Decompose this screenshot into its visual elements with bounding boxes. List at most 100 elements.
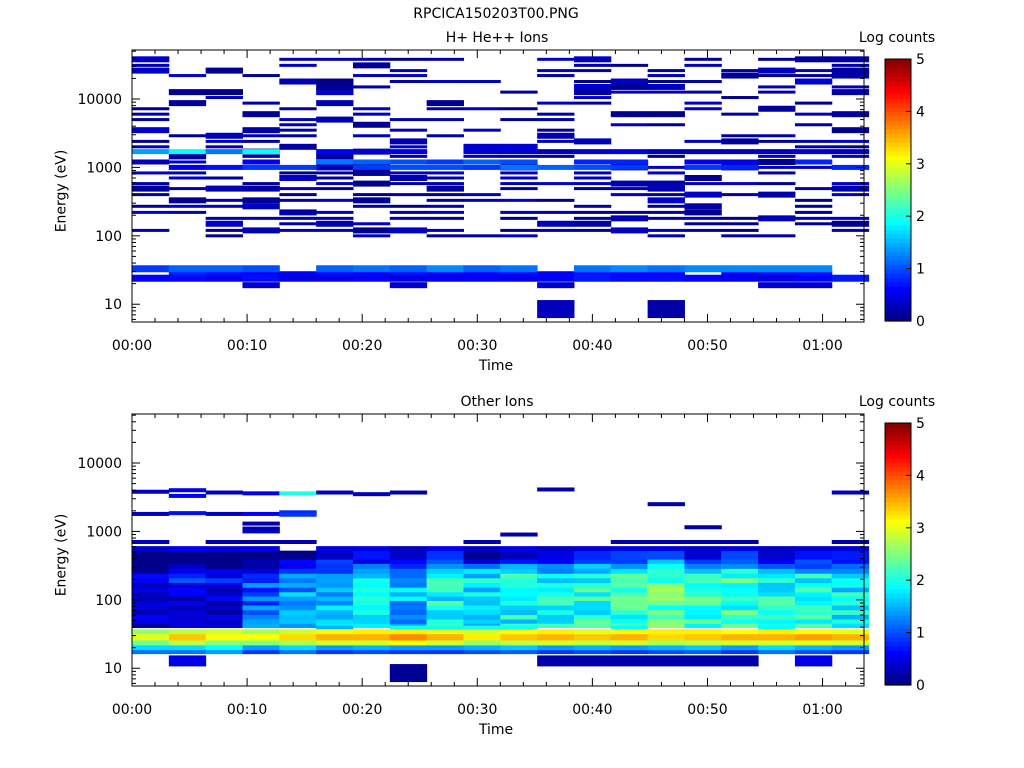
panel2-ytick-label: 10000	[77, 456, 122, 472]
panel2-colorbar-segment	[885, 453, 911, 459]
panel1-cell	[721, 182, 759, 186]
panel2-cell	[831, 546, 870, 552]
panel2-cell	[610, 573, 649, 583]
panel2-colorbar-segment	[885, 427, 911, 433]
panel1-colorbar-segment	[885, 102, 911, 108]
panel1-cell	[205, 274, 243, 282]
panel1-cell	[168, 164, 207, 170]
panel1-cell	[316, 220, 354, 227]
panel1-cell	[242, 154, 280, 158]
panel2-cell	[352, 596, 391, 606]
panel2-colorbar-segment	[885, 466, 911, 472]
panel2-cell	[205, 550, 243, 560]
panel2-colorbar-segment	[885, 658, 911, 664]
panel2-xlabel: Time	[478, 722, 514, 738]
panel1-cell	[352, 121, 391, 128]
panel2-colorbar-segment	[885, 593, 911, 599]
panel1-xtick-label: 00:40	[572, 338, 612, 354]
panel1-cell	[132, 185, 170, 192]
panel1-cell	[537, 300, 575, 319]
panel2-cell	[168, 605, 207, 615]
panel1-cell	[647, 69, 685, 73]
panel2-cell	[831, 490, 870, 495]
panel1-cell	[168, 134, 207, 138]
panel1-cell	[573, 220, 612, 227]
panel1-cell	[352, 197, 391, 204]
panel1-cell	[352, 57, 391, 61]
panel1-cell	[794, 56, 833, 63]
panel1-cell	[389, 282, 428, 289]
panel2-colorbar-segment	[885, 505, 911, 511]
panel1-cell	[389, 182, 428, 186]
panel1-colorbar-segment	[885, 150, 911, 156]
panel2-cell	[831, 601, 870, 611]
panel1-cell	[758, 282, 796, 289]
panel1-cell	[684, 57, 722, 61]
panel2-colorbar-segment	[885, 554, 911, 559]
panel2-cell	[205, 583, 243, 593]
panel2-cell	[758, 546, 796, 552]
panel2-cell	[831, 573, 870, 583]
panel1-cell	[500, 234, 538, 238]
panel2-cell	[831, 650, 870, 655]
panel2-xtick-label: 00:30	[457, 702, 497, 718]
panel2-cell	[758, 629, 796, 637]
panel2-cell	[537, 645, 575, 652]
panel1-cell	[205, 149, 243, 155]
panel1-cell	[463, 80, 501, 84]
panel1-cell	[573, 159, 612, 165]
panel1-cell	[316, 182, 354, 186]
panel2-cell	[610, 629, 649, 637]
panel2-cell	[463, 583, 501, 593]
panel2-cell	[647, 540, 685, 545]
panel1-cell	[500, 198, 538, 202]
panel1-cell	[573, 149, 612, 155]
panel1-cell	[279, 209, 317, 216]
panel2-ytick-label: 1000	[86, 524, 122, 540]
panel2-cell	[573, 605, 612, 615]
panel1-colorbar-segment	[885, 255, 911, 261]
panel1-cell	[205, 176, 243, 180]
panel1-cell	[426, 204, 464, 208]
panel2-cell	[463, 540, 501, 545]
panel1-colorbar-tick-label: 0	[916, 314, 925, 330]
panel1-cell	[352, 265, 391, 273]
panel1-cell	[500, 228, 538, 232]
panel2-colorbar-segment	[885, 606, 911, 612]
panel2-cell	[316, 583, 354, 593]
panel1-cell	[573, 56, 612, 63]
panel1-cell	[684, 175, 722, 182]
panel2-cell	[168, 601, 207, 611]
panel1-cell	[500, 159, 538, 165]
panel2-colorbar-segment	[885, 484, 911, 490]
panel2-cell	[352, 578, 391, 588]
panel2-cell	[831, 596, 870, 606]
panel1-cell	[426, 107, 464, 111]
panel2-colorbar-segment	[885, 501, 911, 507]
panel2-cell	[721, 564, 759, 574]
panel2-cell	[500, 601, 538, 611]
panel1-cell	[168, 187, 207, 191]
panel1-cell	[831, 216, 870, 220]
panel2-cell	[389, 605, 428, 615]
panel2-cell	[721, 546, 759, 552]
panel1-colorbar-segment	[885, 120, 911, 126]
panel1-cell	[610, 274, 649, 282]
panel2-cell	[684, 650, 722, 655]
panel1-cell	[279, 193, 317, 197]
panel2-cell	[463, 569, 501, 579]
panel1-cell	[610, 63, 649, 67]
panel2-colorbar-segment	[885, 575, 911, 581]
panel1-cell	[573, 138, 612, 145]
panel2-colorbar-segment	[885, 436, 911, 442]
panel1-cell	[132, 67, 170, 74]
panel2-cell	[316, 640, 354, 647]
panel2-cell	[316, 550, 354, 560]
panel2-cell	[500, 629, 538, 637]
panel1-colorbar-segment	[885, 286, 911, 292]
panel1-cell	[279, 187, 317, 191]
panel1-cell	[831, 164, 870, 170]
panel2-cell	[721, 605, 759, 615]
panel1-cell	[721, 265, 759, 273]
